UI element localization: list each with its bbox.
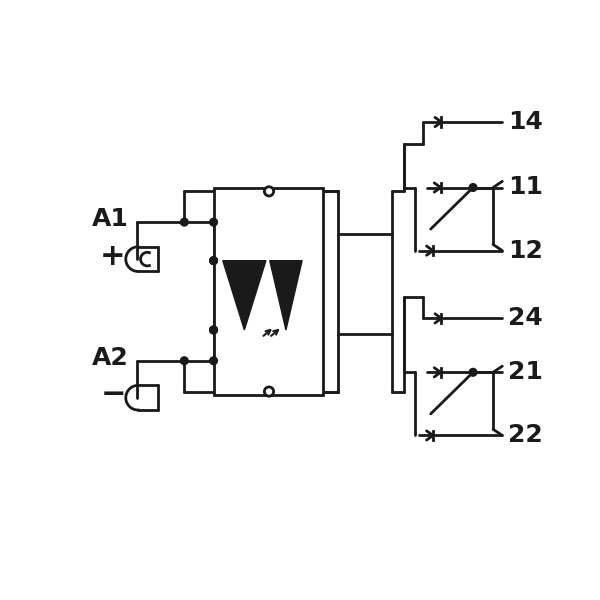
Text: A2: A2 (92, 346, 129, 370)
Circle shape (210, 326, 217, 334)
Circle shape (469, 368, 477, 376)
Text: 11: 11 (508, 175, 543, 199)
Circle shape (181, 357, 188, 365)
Text: +: + (100, 242, 126, 271)
Text: 21: 21 (508, 360, 542, 385)
Circle shape (469, 184, 477, 191)
Circle shape (210, 218, 217, 226)
Bar (338, 233, 392, 334)
Text: A1: A1 (92, 207, 129, 231)
Text: 12: 12 (508, 239, 542, 263)
Circle shape (210, 357, 217, 365)
Bar (214, 187, 323, 395)
Circle shape (265, 187, 274, 196)
Text: −: − (100, 380, 126, 409)
Polygon shape (223, 260, 266, 330)
Circle shape (210, 257, 217, 265)
Circle shape (210, 326, 217, 334)
Text: 14: 14 (508, 110, 542, 134)
Text: 22: 22 (508, 424, 542, 448)
Text: 24: 24 (508, 307, 542, 331)
Circle shape (181, 218, 188, 226)
Polygon shape (270, 260, 302, 330)
Circle shape (265, 387, 274, 396)
Circle shape (210, 257, 217, 265)
